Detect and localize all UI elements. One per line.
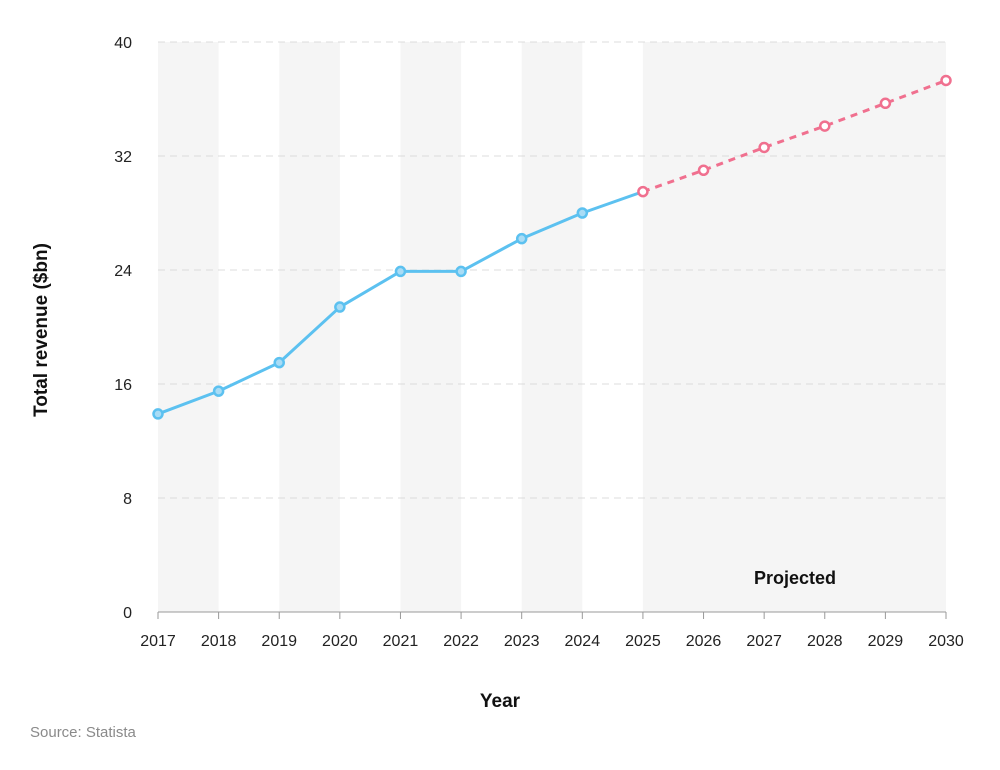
band <box>279 42 340 612</box>
data-point <box>515 232 528 245</box>
y-tick-label: 32 <box>114 149 132 166</box>
y-tick-label: 16 <box>114 377 132 394</box>
band <box>521 42 583 612</box>
x-tick-label: 2030 <box>928 633 964 650</box>
data-point <box>819 120 831 132</box>
y-tick-label: 8 <box>123 491 132 508</box>
data-point <box>758 141 770 154</box>
data-point <box>152 408 164 420</box>
data-point <box>879 97 892 110</box>
series-line-dashed <box>642 79 947 194</box>
series-points <box>152 74 952 420</box>
x-tick-label: 2017 <box>140 633 176 650</box>
projected-band <box>642 42 946 612</box>
data-point <box>334 301 346 313</box>
data-point <box>940 74 952 87</box>
data-point <box>212 385 225 397</box>
x-tick-label: 2020 <box>322 633 358 650</box>
x-tick-label: 2022 <box>443 633 479 650</box>
data-point <box>637 185 649 198</box>
x-axis: 2017 2018 2019 2020 2021 2022 2023 2024 2025 2026… <box>140 611 964 650</box>
y-tick-label: 24 <box>114 263 132 280</box>
projected-label: Projected <box>754 568 836 588</box>
x-tick-label: 2023 <box>504 633 540 650</box>
x-tick-label: 2029 <box>868 633 904 650</box>
x-axis-title: Year <box>480 691 521 712</box>
x-tick-label: 2019 <box>261 633 297 650</box>
data-point <box>576 207 589 219</box>
source-note: Source: Statista <box>30 724 136 741</box>
band <box>158 42 219 612</box>
x-tick-label: 2027 <box>746 633 782 650</box>
x-tick-label: 2025 <box>625 633 661 650</box>
x-tick-label: 2024 <box>565 633 601 650</box>
data-point <box>697 164 710 176</box>
y-axis: 0 8 16 24 32 40 <box>114 35 132 622</box>
data-point <box>273 356 285 369</box>
x-tick-label: 2028 <box>807 633 843 650</box>
data-point <box>394 265 407 278</box>
x-tick-label: 2026 <box>686 633 722 650</box>
x-tick-label: 2018 <box>201 633 237 650</box>
band <box>400 42 462 612</box>
x-tick-label: 2021 <box>383 633 419 650</box>
data-point <box>455 265 467 278</box>
y-axis-title: Total revenue ($bn) <box>31 243 52 417</box>
y-tick-label: 0 <box>123 605 132 622</box>
y-tick-label: 40 <box>114 35 132 52</box>
